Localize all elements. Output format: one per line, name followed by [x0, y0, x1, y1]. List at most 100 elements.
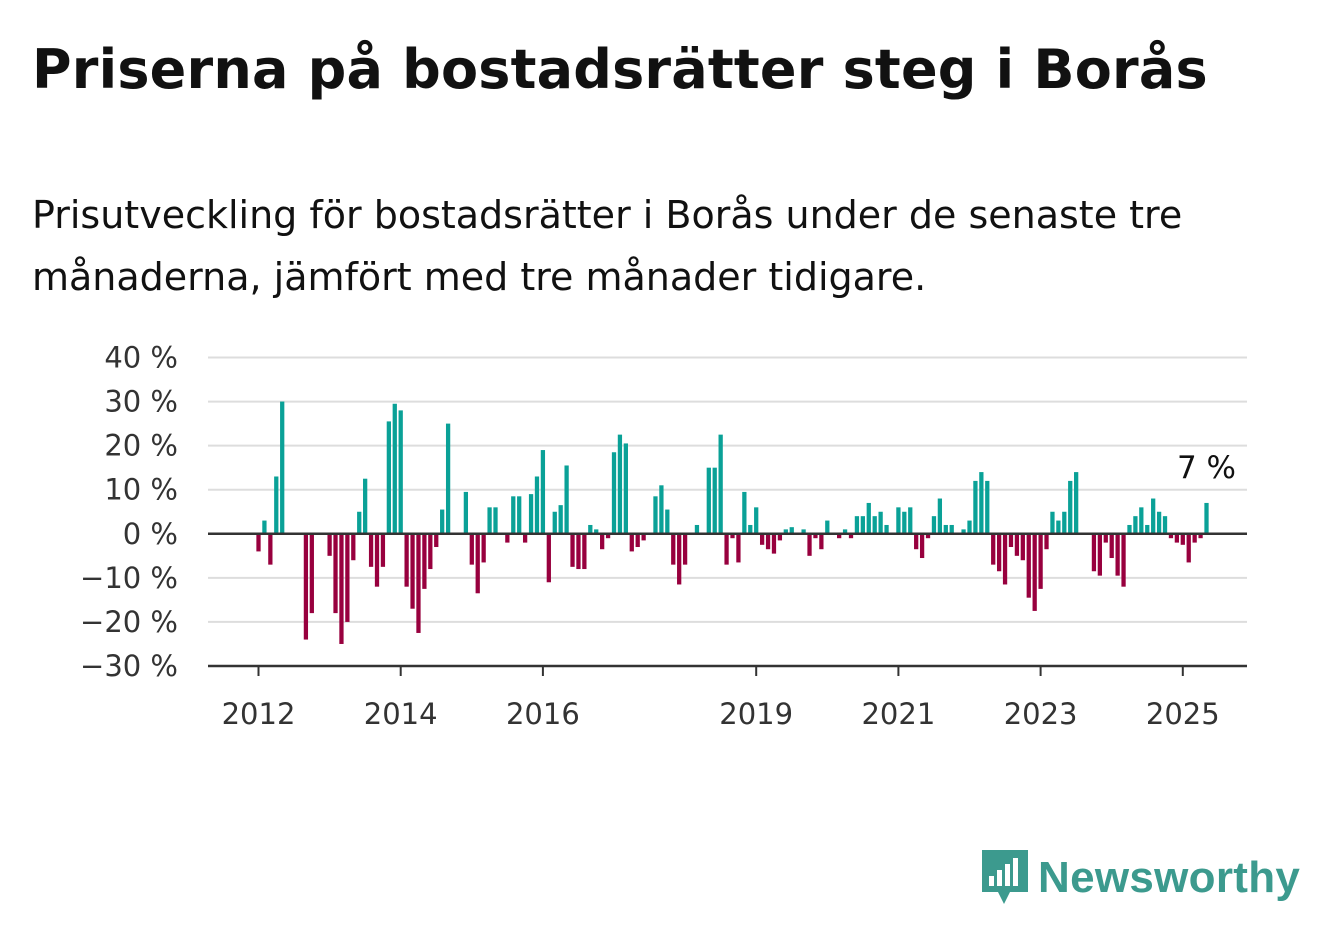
- bar: [487, 507, 492, 534]
- bar: [1121, 533, 1126, 587]
- x-tick-label: 2021: [861, 697, 935, 731]
- bar: [428, 533, 433, 570]
- bar: [682, 533, 688, 565]
- bar: [979, 472, 984, 534]
- bar: [1162, 516, 1168, 534]
- x-axis-tick-labels: 2012 2014 2016 2019 2021 2023 2025: [222, 697, 1220, 731]
- bar: [1174, 533, 1180, 543]
- bar: [1145, 524, 1150, 534]
- bar: [1204, 502, 1209, 534]
- bar: [617, 434, 623, 534]
- bar: [1008, 533, 1014, 548]
- axes: [208, 532, 1247, 676]
- bar: [374, 533, 380, 587]
- bar: [309, 533, 314, 614]
- chart-subtitle: Prisutveckling för bostadsrätter i Borås…: [32, 193, 1183, 299]
- x-tick-label: 2025: [1146, 697, 1220, 731]
- bar: [659, 485, 664, 534]
- bar: [469, 533, 474, 565]
- bar: [1156, 511, 1162, 534]
- bar: [416, 533, 421, 633]
- bar: [380, 533, 386, 567]
- y-tick-label: 0 %: [123, 517, 178, 551]
- bar: [837, 533, 842, 539]
- bar: [274, 476, 279, 534]
- bar: [445, 423, 451, 534]
- bar: [783, 529, 788, 534]
- bar: [1014, 533, 1020, 556]
- last-value-annotation: 7 %: [1177, 450, 1236, 486]
- bar: [777, 533, 783, 541]
- bar: [730, 533, 735, 539]
- bar: [801, 529, 806, 534]
- bar: [576, 533, 581, 570]
- bar: [973, 480, 978, 534]
- bar: [967, 520, 972, 534]
- y-tick-label: 30 %: [104, 385, 178, 419]
- bar: [860, 516, 865, 534]
- bar: [268, 533, 273, 565]
- bar: [280, 401, 285, 534]
- bar: [742, 491, 747, 534]
- bar: [694, 524, 700, 534]
- bar: [789, 527, 794, 534]
- bar: [570, 533, 575, 567]
- bar: [1002, 533, 1008, 585]
- bar: [1032, 533, 1037, 611]
- bar: [872, 516, 877, 534]
- bar: [1139, 507, 1144, 534]
- bar: [493, 507, 498, 534]
- bar: [819, 533, 824, 550]
- bar: [558, 505, 563, 534]
- bar: [1038, 533, 1043, 589]
- bar: [1192, 533, 1197, 543]
- bar: [671, 533, 676, 565]
- brand-name: Newsworthy: [1038, 853, 1301, 902]
- bar: [327, 533, 332, 556]
- bar: [724, 533, 729, 565]
- bar: [594, 529, 599, 534]
- bar: [422, 533, 427, 589]
- bar: [635, 533, 640, 548]
- bar: [600, 533, 605, 550]
- y-axis-tick-labels: 40 % 30 % 20 % 10 % 0 % −10 % −20 % −30 %: [80, 341, 178, 684]
- bar: [961, 529, 966, 534]
- bar: [1198, 533, 1203, 539]
- bar: [925, 533, 931, 539]
- bar: [1074, 472, 1079, 534]
- bar: [754, 507, 759, 534]
- x-tick-label: 2014: [364, 697, 438, 731]
- bar: [771, 533, 777, 554]
- bar: [434, 533, 439, 548]
- bar: [398, 410, 403, 534]
- bar: [629, 533, 634, 552]
- bar: [511, 496, 516, 534]
- bar: [333, 533, 338, 614]
- bar: [943, 524, 948, 534]
- bar: [351, 533, 356, 561]
- bar: [1068, 480, 1073, 534]
- bar: [339, 533, 344, 644]
- y-tick-label: −30 %: [80, 649, 178, 683]
- bar: [363, 478, 368, 534]
- bar: [748, 524, 753, 534]
- brand-logo: Newsworthy: [980, 848, 1300, 908]
- chart-title: Priserna på bostadsrätter steg i Borås: [32, 38, 1208, 101]
- bar: [854, 516, 860, 534]
- bar: [564, 465, 569, 534]
- bar: [896, 507, 901, 534]
- bar: [736, 533, 741, 563]
- y-tick-label: 20 %: [104, 429, 178, 463]
- y-tick-label: −10 %: [80, 561, 178, 595]
- bar: [1186, 533, 1191, 563]
- bar: [1103, 533, 1108, 543]
- gridlines: [208, 356, 1247, 623]
- bar: [368, 533, 374, 567]
- bar: [949, 524, 954, 534]
- bar: [712, 467, 717, 534]
- bar: [605, 533, 611, 539]
- bar: [404, 533, 409, 587]
- bar: [1168, 533, 1174, 539]
- bar: [991, 533, 996, 565]
